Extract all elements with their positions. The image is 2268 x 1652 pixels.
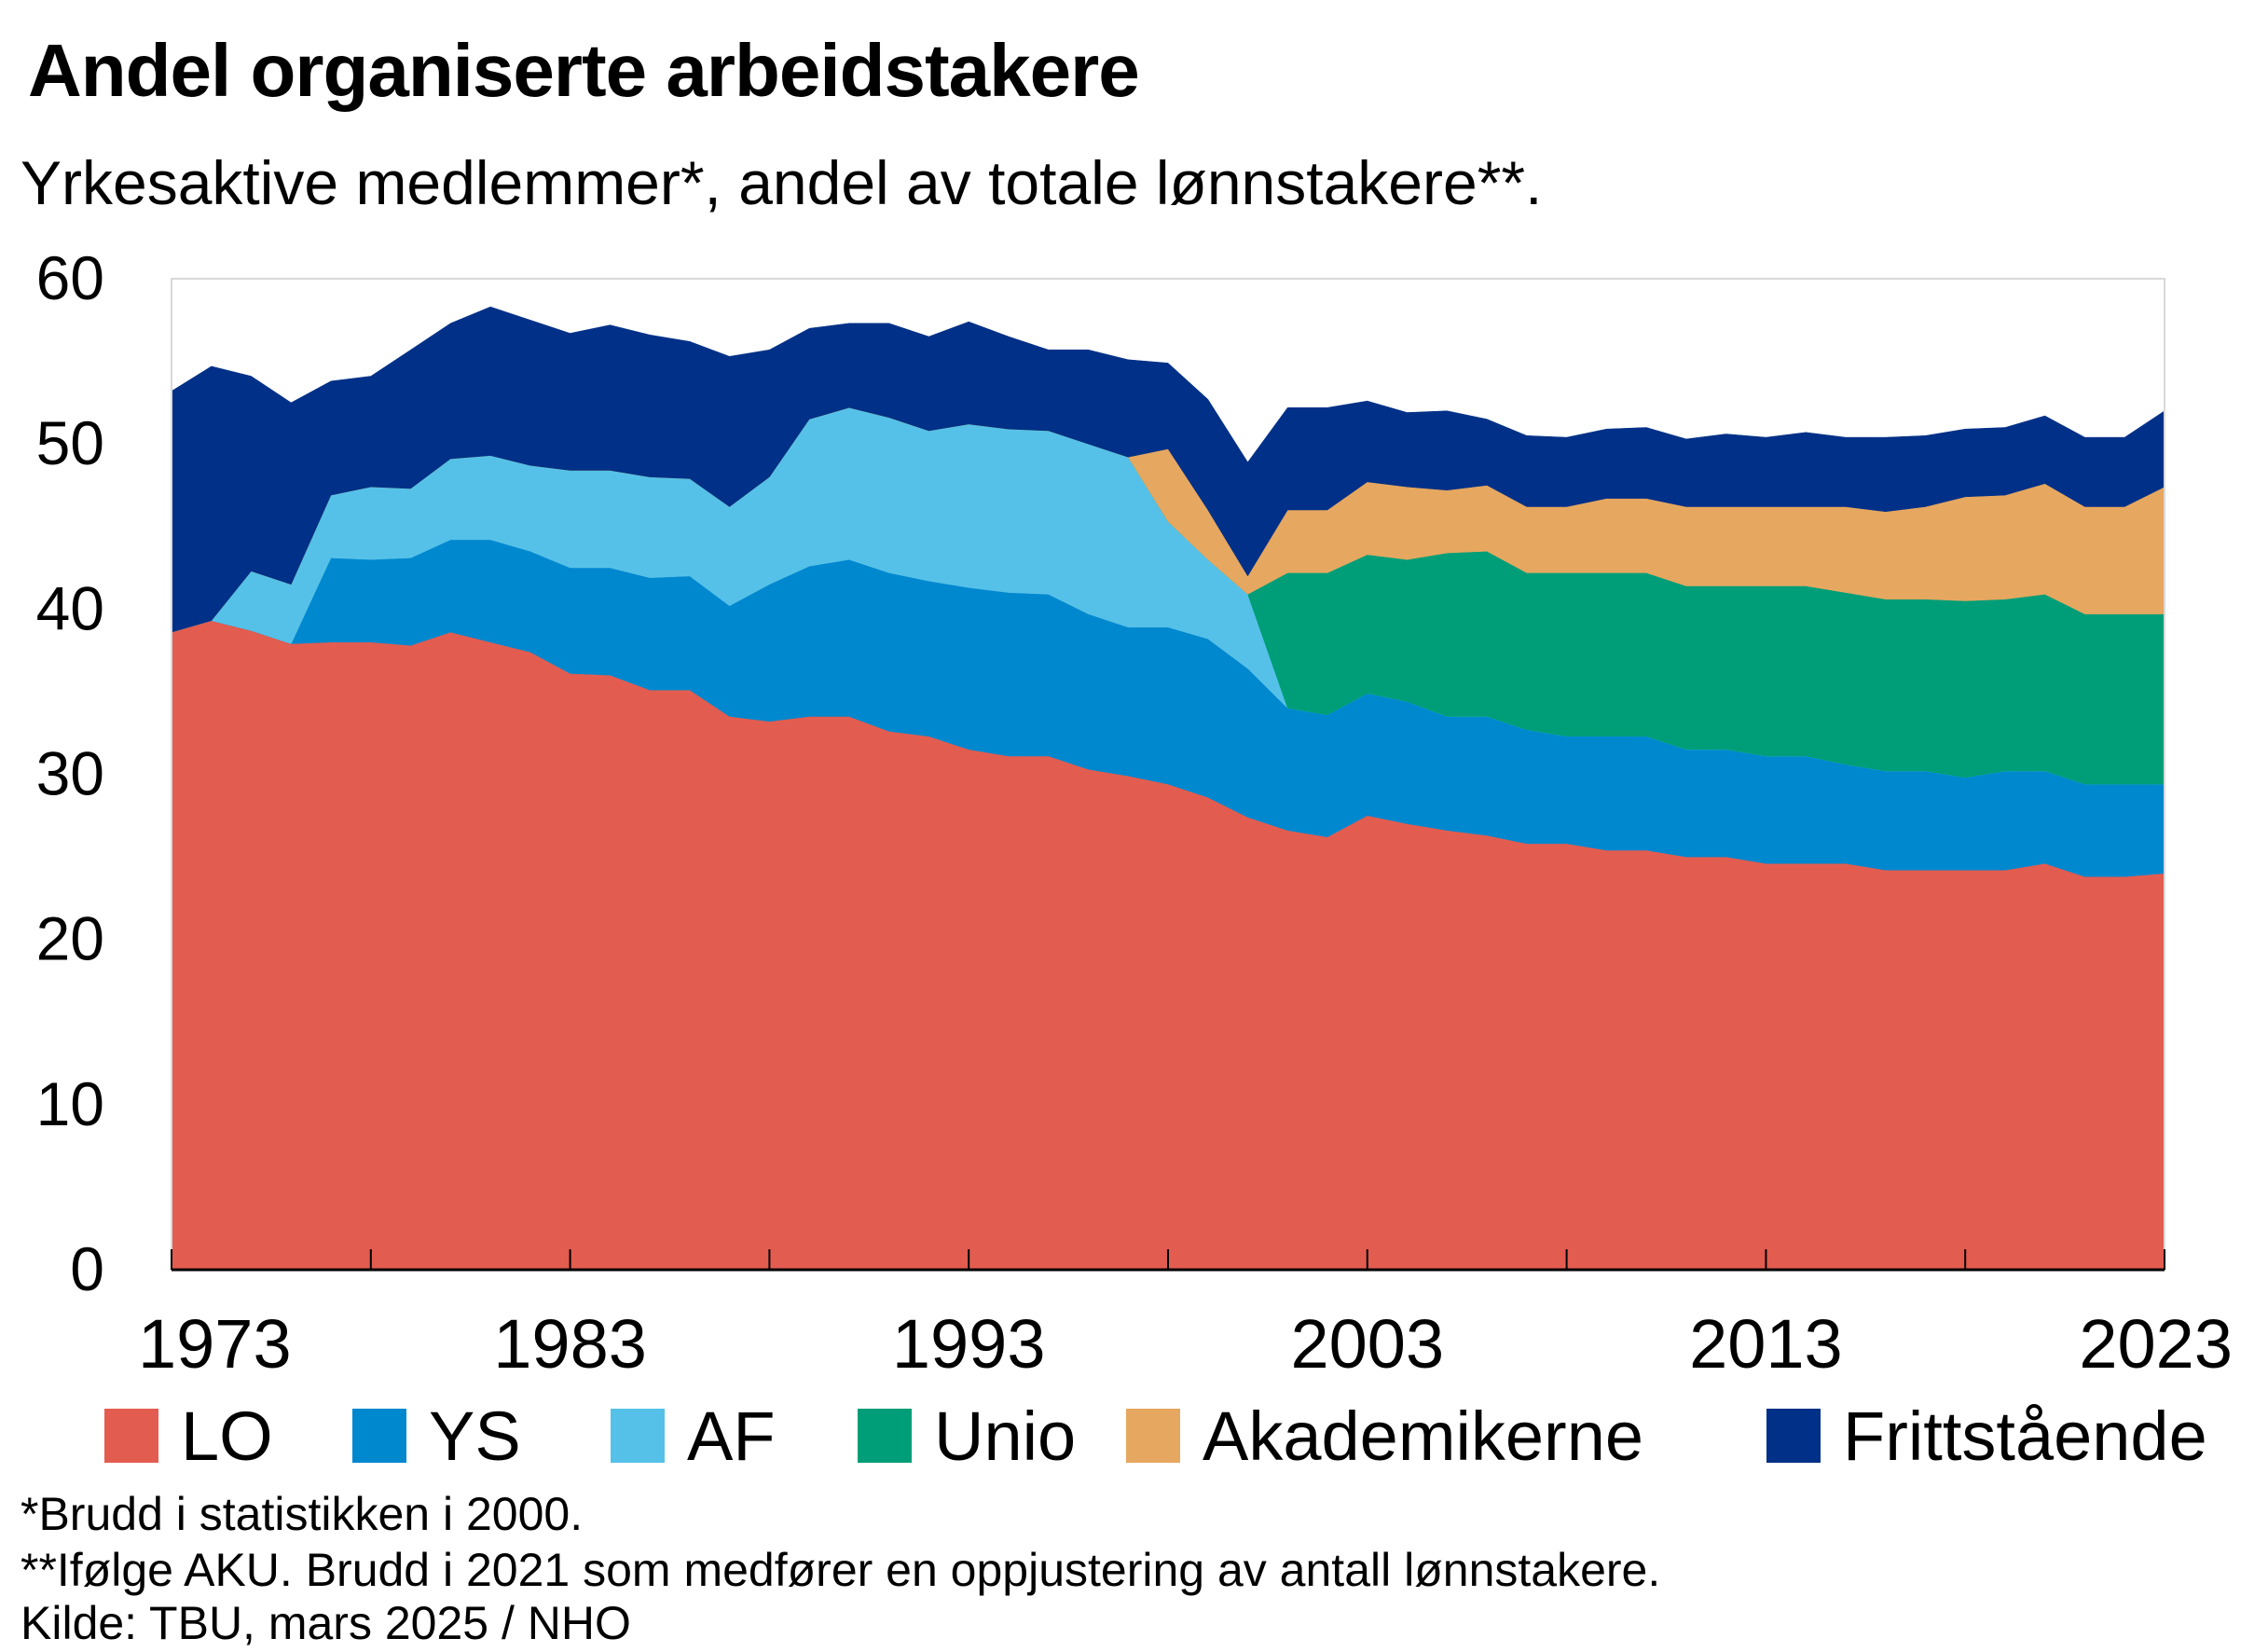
legend-label: Akademikerne — [1203, 1397, 1644, 1475]
legend-label: LO — [181, 1397, 273, 1475]
y-tick-label: 60 — [36, 243, 104, 312]
y-axis: 0 10 20 30 40 50 60 — [36, 243, 104, 1303]
legend-item: YS — [352, 1384, 521, 1487]
footnote: Kilde: TBU, mars 2025 / NHO — [21, 1597, 631, 1649]
legend-label: AF — [687, 1397, 776, 1475]
legend-item: Akademikerne — [1126, 1384, 1643, 1487]
legend-item: Unio — [858, 1384, 1076, 1487]
x-axis: 1973 1983 1993 2003 2013 2023 — [138, 1249, 2233, 1380]
x-tick-label: 2023 — [2079, 1305, 2233, 1380]
y-tick-label: 30 — [36, 739, 104, 808]
legend-label: Frittstående — [1843, 1397, 2207, 1475]
legend-swatch — [1766, 1409, 1821, 1463]
footnote: *Brudd i statistikken i 2000. — [21, 1488, 584, 1540]
x-tick-label: 1973 — [138, 1305, 292, 1380]
legend-label: Unio — [934, 1397, 1077, 1475]
x-tick-label: 1983 — [493, 1305, 647, 1380]
legend-item: AF — [611, 1384, 776, 1487]
y-tick-label: 40 — [36, 573, 104, 642]
legend-swatch — [1126, 1409, 1180, 1463]
y-tick-label: 50 — [36, 408, 104, 477]
x-tick-label: 2003 — [1290, 1305, 1444, 1380]
chart-subtitle: Yrkesaktive medlemmer*, andel av totale … — [21, 148, 1543, 217]
y-tick-label: 10 — [36, 1069, 104, 1138]
legend-item: Frittstående — [1766, 1384, 2207, 1487]
legend-swatch — [104, 1409, 158, 1463]
footnote: **Ifølge AKU. Brudd i 2021 som medfører … — [21, 1544, 1661, 1596]
legend-item: LO — [104, 1384, 273, 1487]
x-tick-label: 2013 — [1689, 1305, 1843, 1380]
legend-swatch — [611, 1409, 665, 1463]
y-tick-label: 0 — [70, 1234, 104, 1303]
x-tick-label: 1993 — [892, 1305, 1046, 1380]
chart-title: Andel organiserte arbeidstakere — [28, 29, 1140, 112]
legend: LO YS AF Unio Akademikerne Frittstående — [0, 1384, 2268, 1487]
stacked-area-chart: 0 10 20 30 40 50 60 1973 1983 1993 2003 2013 2023 — [36, 243, 2233, 1380]
area-layers — [171, 306, 2165, 1271]
legend-swatch — [858, 1409, 912, 1463]
legend-swatch — [352, 1409, 406, 1463]
y-tick-label: 20 — [36, 904, 104, 973]
legend-label: YS — [429, 1397, 521, 1475]
